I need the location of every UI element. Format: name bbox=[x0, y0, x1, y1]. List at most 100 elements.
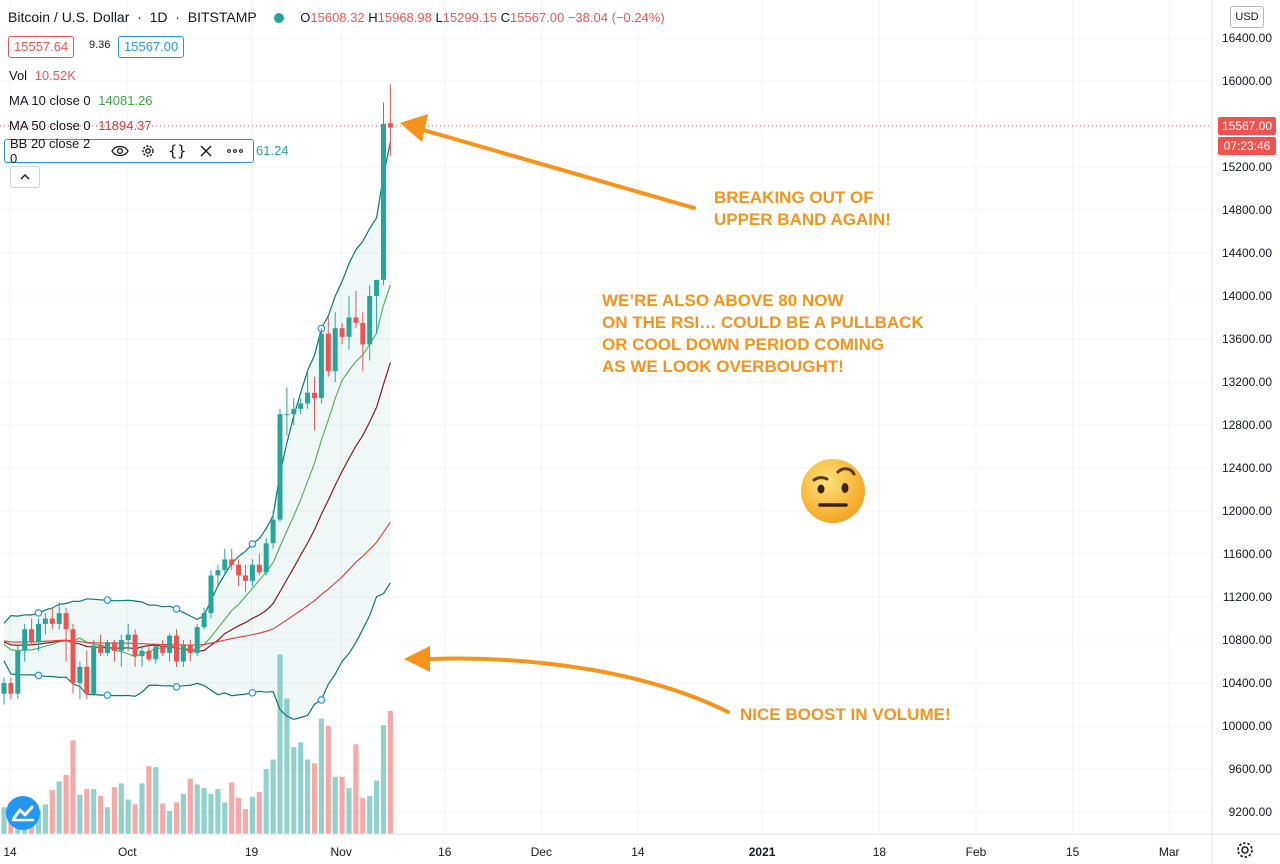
ma10-legend-label: MA 10 close 0 bbox=[9, 93, 91, 108]
candle-body bbox=[381, 124, 386, 280]
eye-icon[interactable] bbox=[109, 141, 131, 161]
candle-body bbox=[98, 645, 104, 653]
volume-annotation: NICE BOOST IN VOLUME! bbox=[740, 705, 951, 724]
open-value: 15608.32 bbox=[310, 10, 365, 25]
price-tick-label: 10000.00 bbox=[1222, 719, 1272, 733]
time-tick-label: 18 bbox=[873, 845, 887, 859]
volume-bar bbox=[98, 795, 104, 834]
volume-bar bbox=[139, 783, 145, 834]
volume-bar bbox=[367, 795, 373, 834]
volume-bar bbox=[77, 794, 83, 834]
rsi-annotation-line: ON THE RSI… COULD BE A PULLBACK bbox=[602, 313, 924, 332]
time-tick-label: Nov bbox=[331, 845, 352, 859]
spread-value: 9.36 bbox=[89, 39, 111, 51]
candle-body bbox=[36, 623, 41, 643]
collapse-legend-button[interactable] bbox=[10, 166, 40, 188]
currency-button[interactable]: USD bbox=[1230, 6, 1264, 28]
price-tick-label: 14400.00 bbox=[1222, 246, 1272, 260]
price-tick-label: 12800.00 bbox=[1222, 418, 1272, 432]
candle-body bbox=[332, 328, 338, 372]
volume-bar bbox=[236, 797, 242, 834]
price-tick-label: 13600.00 bbox=[1222, 332, 1272, 346]
ma50-legend-label: MA 50 close 0 bbox=[9, 118, 91, 133]
candle-body bbox=[91, 645, 97, 694]
low-value: 15299.15 bbox=[442, 10, 497, 25]
tradingview-logo-icon[interactable] bbox=[6, 796, 40, 830]
price-axis-labels[interactable]: 9200.00 9600.00 10000.00 10400.00 10800.00 11… bbox=[1222, 31, 1272, 819]
volume-bar bbox=[353, 744, 359, 834]
market-status-icon bbox=[274, 13, 285, 23]
candle-body bbox=[132, 634, 138, 657]
bb-marker bbox=[34, 671, 43, 680]
buy-price-button[interactable]: 15567.00 bbox=[118, 36, 185, 58]
candle-body bbox=[367, 296, 373, 345]
volume-bar bbox=[125, 799, 131, 834]
last-price-tag: 15567.00 bbox=[1218, 117, 1276, 135]
price-tick-label: 13200.00 bbox=[1222, 375, 1272, 389]
time-axis-labels[interactable]: 14 Oct 19 Nov 16 Dec 14 2021 18 Feb 15 Mar bbox=[3, 845, 1179, 859]
symbol-name[interactable]: Bitcoin / U.S. Dollar bbox=[8, 9, 130, 25]
volume-bar bbox=[35, 810, 42, 834]
candle-body bbox=[374, 279, 380, 296]
volume-bar bbox=[63, 774, 69, 834]
volume-bar bbox=[387, 710, 393, 834]
face-with-raised-eyebrow-icon bbox=[801, 459, 865, 523]
candle-body bbox=[167, 635, 173, 653]
candle-body bbox=[346, 317, 352, 337]
rsi-annotation-line: WE’RE ALSO ABOVE 80 NOW bbox=[602, 291, 844, 310]
candle-body bbox=[270, 519, 276, 544]
volume-bar bbox=[70, 740, 76, 834]
volume-bar bbox=[256, 792, 262, 834]
volume-bar bbox=[380, 725, 387, 834]
rsi-annotation-line: AS WE LOOK OVERBOUGHT! bbox=[602, 357, 844, 376]
volume-bar bbox=[167, 811, 173, 834]
candle-body bbox=[160, 646, 166, 653]
time-tick-label: 15 bbox=[1066, 845, 1080, 859]
volume-bar bbox=[173, 802, 180, 834]
volume-bar bbox=[146, 766, 152, 834]
candle-body bbox=[215, 570, 221, 576]
candle-body bbox=[105, 642, 110, 653]
candle-body bbox=[229, 559, 235, 565]
volume-bar bbox=[249, 796, 255, 834]
bb-legend-panel[interactable]: BB 20 close 2 0 {} bbox=[4, 136, 254, 166]
volume-bar bbox=[42, 804, 48, 834]
bb-lower-line bbox=[3, 582, 391, 721]
volume-bar bbox=[325, 726, 331, 834]
volume-bar bbox=[180, 793, 186, 834]
volume-bar bbox=[104, 807, 111, 834]
sell-price-button[interactable]: 15557.64 bbox=[8, 36, 75, 58]
gear-icon[interactable] bbox=[137, 141, 159, 161]
ma50-legend[interactable]: MA 50 close 0 11894.37 bbox=[9, 118, 152, 133]
close-icon[interactable] bbox=[195, 141, 217, 161]
bb-legend-value: 61.24 bbox=[256, 143, 289, 158]
bb-upper-line bbox=[3, 141, 391, 624]
bb-marker bbox=[172, 605, 181, 613]
volume-bar bbox=[360, 797, 366, 834]
volume-bar bbox=[305, 759, 311, 834]
settings-gear-icon[interactable] bbox=[1234, 839, 1256, 861]
price-tick-label: 16400.00 bbox=[1222, 31, 1272, 45]
candle-body bbox=[153, 646, 159, 660]
volume-bar bbox=[215, 789, 221, 834]
source-code-icon[interactable]: {} bbox=[168, 142, 187, 160]
volume-bars bbox=[1, 654, 393, 834]
exchange-label: BITSTAMP bbox=[187, 9, 257, 25]
volume-bar bbox=[332, 776, 338, 834]
more-icon[interactable] bbox=[224, 141, 246, 161]
candle-body bbox=[22, 629, 28, 651]
interval-label[interactable]: 1D bbox=[149, 9, 168, 25]
ma10-legend[interactable]: MA 10 close 0 14081.26 bbox=[9, 93, 153, 108]
time-tick-label: 2021 bbox=[749, 845, 776, 859]
volume-bar bbox=[229, 782, 235, 834]
candle-body bbox=[298, 403, 304, 409]
volume-bar bbox=[132, 804, 138, 834]
candle-body bbox=[360, 322, 366, 345]
candle-body bbox=[201, 613, 207, 628]
candle-body bbox=[42, 618, 48, 624]
volume-legend[interactable]: Vol 10.52K bbox=[9, 68, 76, 83]
ohlc-values: O15608.32 H15968.98 L15299.15 C15567.00 … bbox=[300, 10, 664, 25]
candle-body bbox=[111, 642, 117, 651]
breakout-annotation-line: UPPER BAND AGAIN! bbox=[714, 210, 891, 229]
